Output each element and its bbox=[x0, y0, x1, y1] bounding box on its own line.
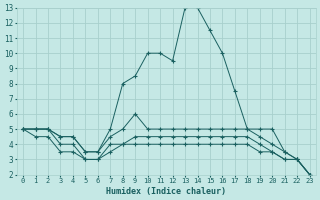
X-axis label: Humidex (Indice chaleur): Humidex (Indice chaleur) bbox=[106, 187, 226, 196]
